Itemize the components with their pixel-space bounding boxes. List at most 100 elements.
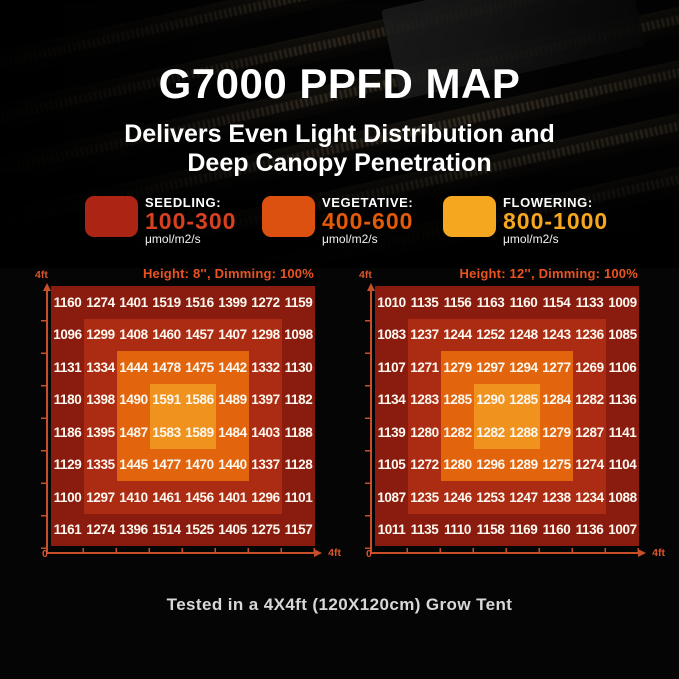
y-axis-ticks bbox=[41, 289, 46, 549]
ppfd-value: 1457 bbox=[185, 327, 214, 343]
zone-layers bbox=[375, 286, 639, 546]
x-axis-arrow-icon bbox=[314, 549, 326, 557]
ppfd-value: 1088 bbox=[608, 489, 637, 505]
ppfd-value: 1456 bbox=[185, 489, 214, 505]
vegetative-color-swatch bbox=[262, 196, 315, 237]
x-axis-ticks bbox=[51, 548, 315, 552]
ppfd-value: 1478 bbox=[152, 359, 181, 375]
zone-layer bbox=[150, 383, 216, 449]
x-axis bbox=[370, 549, 646, 557]
ppfd-value: 1274 bbox=[86, 294, 115, 310]
ppfd-value: 1279 bbox=[443, 359, 472, 375]
ppfd-value: 1332 bbox=[251, 359, 280, 375]
ppfd-value: 1085 bbox=[608, 327, 637, 343]
ppfd-value: 1461 bbox=[152, 489, 181, 505]
ppfd-value: 1275 bbox=[542, 457, 571, 473]
ppfd-value: 1277 bbox=[542, 359, 571, 375]
ppfd-value: 1269 bbox=[575, 359, 604, 375]
ppfd-value: 1282 bbox=[443, 424, 472, 440]
seedling-color-swatch bbox=[85, 196, 138, 237]
zone-layer bbox=[474, 383, 540, 449]
heatmap-header: Height: 12'', Dimming: 100% bbox=[459, 266, 638, 281]
ppfd-value: 1586 bbox=[185, 392, 214, 408]
ppfd-value: 1272 bbox=[410, 457, 439, 473]
ppfd-value: 1272 bbox=[251, 294, 280, 310]
ppfd-value: 1410 bbox=[119, 489, 148, 505]
y-axis-max-label: 4ft bbox=[359, 269, 372, 281]
legend-range: 100-300 bbox=[145, 208, 237, 234]
legend-text: VEGETATIVE: 400-600 μmol/m2/s bbox=[322, 196, 413, 246]
ppfd-value: 1589 bbox=[185, 424, 214, 440]
y-axis bbox=[43, 283, 51, 554]
ppfd-value: 1401 bbox=[218, 489, 247, 505]
ppfd-cells: 1010 1135 1156 1163 1160 1154 1133 1009 1083 1237… bbox=[375, 286, 639, 546]
x-axis bbox=[46, 549, 322, 557]
ppfd-value: 1252 bbox=[476, 327, 505, 343]
ppfd-value: 1186 bbox=[53, 424, 82, 440]
subtitle-line-1: Delivers Even Light Distribution and bbox=[124, 120, 555, 148]
ppfd-value: 1129 bbox=[53, 457, 82, 473]
ppfd-value: 1247 bbox=[509, 489, 538, 505]
ppfd-value: 1237 bbox=[410, 327, 439, 343]
ppfd-value: 1395 bbox=[86, 424, 115, 440]
ppfd-value: 1131 bbox=[53, 359, 82, 375]
ppfd-value: 1296 bbox=[251, 489, 280, 505]
legend-unit: μmol/m2/s bbox=[322, 232, 378, 246]
ppfd-value: 1296 bbox=[476, 457, 505, 473]
ppfd-value: 1290 bbox=[476, 392, 505, 408]
ppfd-value: 1289 bbox=[509, 457, 538, 473]
ppfd-value: 1136 bbox=[608, 392, 637, 408]
ppfd-value: 1407 bbox=[218, 327, 247, 343]
ppfd-value: 1007 bbox=[608, 522, 637, 538]
ppfd-value: 1470 bbox=[185, 457, 214, 473]
x-axis-origin-label: 0 bbox=[366, 548, 372, 560]
ppfd-value: 1180 bbox=[53, 392, 82, 408]
ppfd-cells: 1160 1274 1401 1519 1516 1399 1272 1159 1096 1299… bbox=[51, 286, 315, 546]
ppfd-value: 1107 bbox=[377, 359, 406, 375]
ppfd-value: 1135 bbox=[410, 294, 439, 310]
ppfd-value: 1104 bbox=[608, 457, 637, 473]
ppfd-value: 1297 bbox=[86, 489, 115, 505]
ppfd-value: 1279 bbox=[542, 424, 571, 440]
ppfd-value: 1408 bbox=[119, 327, 148, 343]
test-condition-caption: Tested in a 4X4ft (120X120cm) Grow Tent bbox=[166, 595, 513, 614]
ppfd-value: 1128 bbox=[284, 457, 313, 473]
ppfd-value: 1243 bbox=[542, 327, 571, 343]
ppfd-value: 1283 bbox=[410, 392, 439, 408]
zone-layers bbox=[51, 286, 315, 546]
ppfd-value: 1398 bbox=[86, 392, 115, 408]
ppfd-value: 1275 bbox=[251, 522, 280, 538]
ppfd-value: 1096 bbox=[53, 327, 82, 343]
ppfd-value: 1236 bbox=[575, 327, 604, 343]
ppfd-value: 1399 bbox=[218, 294, 247, 310]
ppfd-value: 1010 bbox=[377, 294, 406, 310]
ppfd-value: 1489 bbox=[218, 392, 247, 408]
ppfd-value: 1182 bbox=[284, 392, 313, 408]
ppfd-value: 1487 bbox=[119, 424, 148, 440]
ppfd-heatmap-8in: Height: 8'', Dimming: 100% 1160 1274 1401 1… bbox=[35, 266, 341, 560]
ppfd-value: 1160 bbox=[509, 294, 538, 310]
ppfd-value: 1460 bbox=[152, 327, 181, 343]
ppfd-value: 1135 bbox=[410, 522, 439, 538]
ppfd-value: 1141 bbox=[608, 424, 637, 440]
ppfd-value: 1401 bbox=[119, 294, 148, 310]
ppfd-value: 1253 bbox=[476, 489, 505, 505]
x-axis-max-label: 4ft bbox=[652, 547, 665, 559]
ppfd-value: 1169 bbox=[509, 522, 538, 538]
ppfd-value: 1444 bbox=[119, 359, 148, 375]
ppfd-value: 1445 bbox=[119, 457, 148, 473]
ppfd-value: 1299 bbox=[86, 327, 115, 343]
legend-range: 800-1000 bbox=[503, 208, 609, 234]
ppfd-value: 1130 bbox=[284, 359, 313, 375]
legend-item-flowering: FLOWERING: 800-1000 μmol/m2/s bbox=[443, 196, 608, 246]
ppfd-value: 1154 bbox=[542, 294, 571, 310]
ppfd-value: 1136 bbox=[575, 522, 604, 538]
ppfd-value: 1282 bbox=[575, 392, 604, 408]
ppfd-value: 1160 bbox=[53, 294, 82, 310]
ppfd-value: 1188 bbox=[284, 424, 313, 440]
subtitle-line-2: Deep Canopy Penetration bbox=[187, 149, 492, 177]
ppfd-value: 1238 bbox=[542, 489, 571, 505]
ppfd-value: 1161 bbox=[53, 522, 82, 538]
ppfd-value: 1519 bbox=[152, 294, 181, 310]
